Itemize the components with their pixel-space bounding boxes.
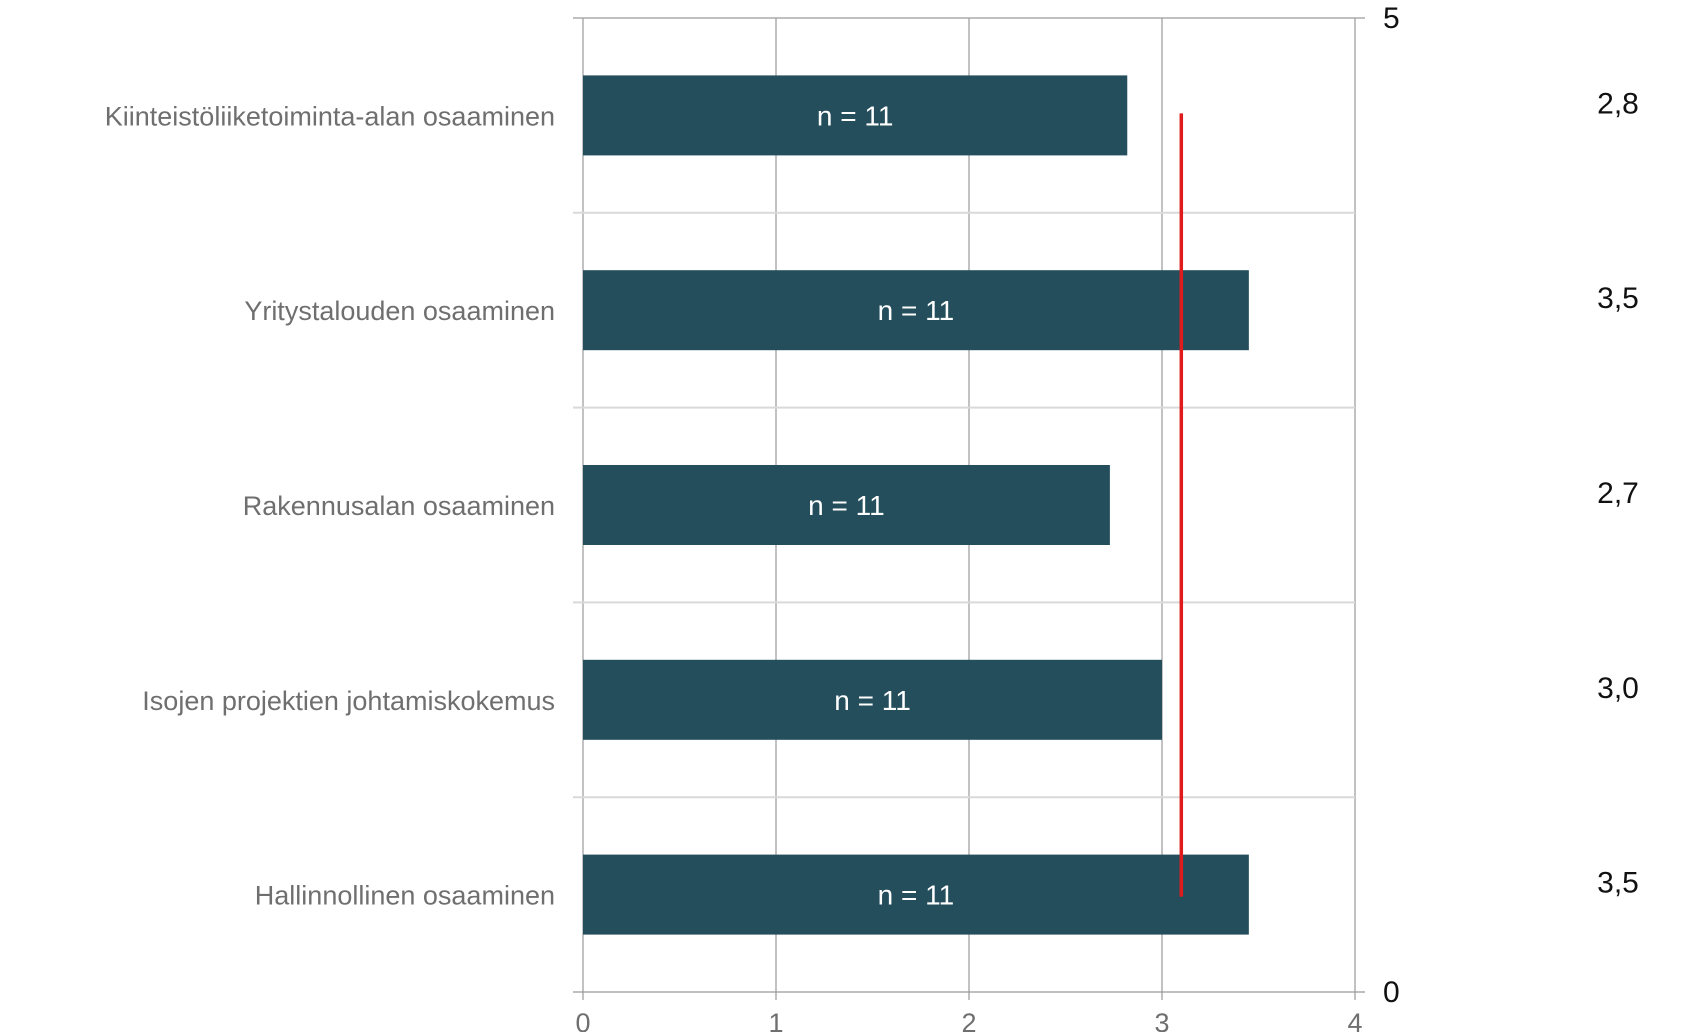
value-label: 3,5 <box>1597 282 1639 315</box>
x-tick-label: 3 <box>1154 1008 1169 1032</box>
bar <box>583 270 1249 351</box>
bar-label: n = 11 <box>834 685 911 716</box>
bar <box>583 75 1128 156</box>
x-tick-label: 2 <box>961 1008 976 1032</box>
value-label: 2,8 <box>1597 87 1639 120</box>
secondary-y-tick-label: 0 <box>1383 976 1400 1009</box>
bar <box>583 854 1249 935</box>
category-label: Kiinteistöliiketoiminta-alan osaaminen <box>105 101 555 131</box>
category-label: Hallinnollinen osaaminen <box>255 881 555 911</box>
x-tick-label: 0 <box>575 1008 590 1032</box>
category-label: Yritystalouden osaaminen <box>244 296 555 326</box>
value-label: 3,5 <box>1597 867 1639 900</box>
bar-label: n = 11 <box>878 880 955 911</box>
bar-label: n = 11 <box>808 490 885 521</box>
bar-label: n = 11 <box>878 295 955 326</box>
value-label: 3,0 <box>1597 672 1639 705</box>
category-label: Rakennusalan osaaminen <box>243 491 555 521</box>
value-label: 2,7 <box>1597 477 1639 510</box>
category-label: Isojen projektien johtamiskokemus <box>142 686 555 716</box>
bar-label: n = 11 <box>817 100 894 131</box>
bar <box>583 659 1162 740</box>
x-tick-label: 4 <box>1347 1008 1362 1032</box>
x-tick-label: 1 <box>768 1008 783 1032</box>
bar <box>583 465 1110 545</box>
secondary-y-tick-label: 5 <box>1383 2 1400 35</box>
